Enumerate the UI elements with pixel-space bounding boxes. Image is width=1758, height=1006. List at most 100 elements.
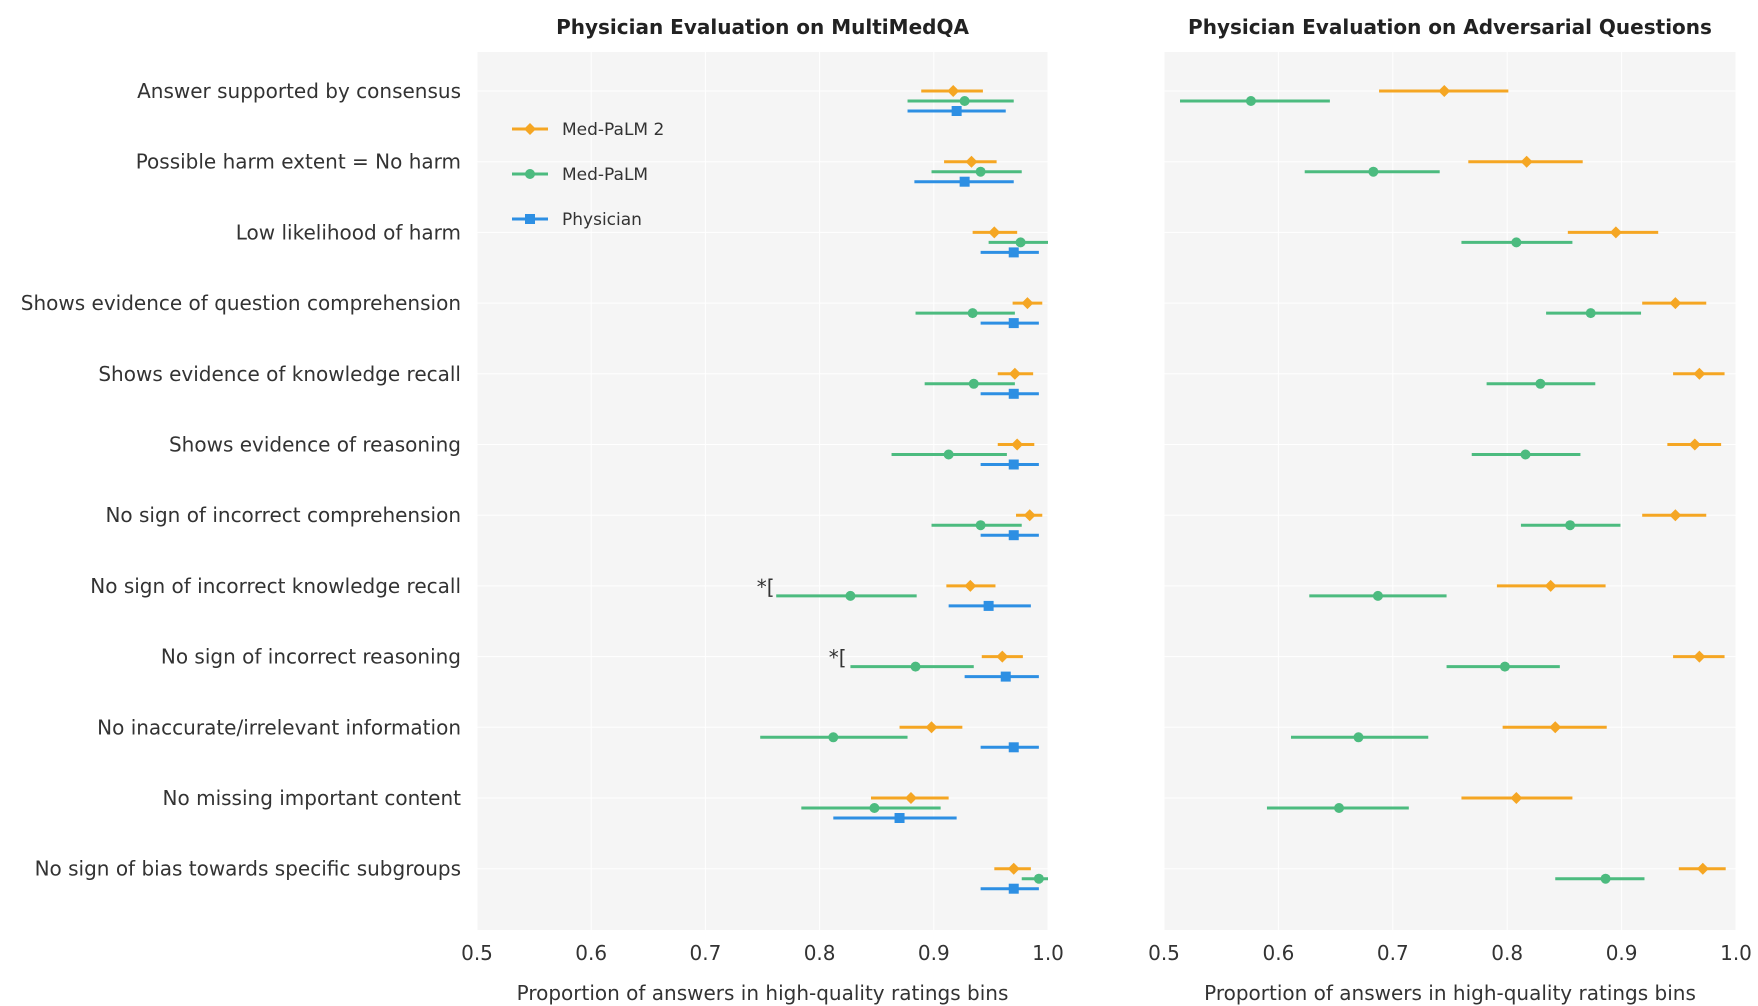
panels-layer: Physician Evaluation on MultiMedQA 0.5 0.6… [461, 15, 1752, 1005]
diamond-marker [996, 650, 1009, 663]
series-med-palm-2 [1379, 85, 1726, 875]
legend-circle-marker [525, 169, 535, 179]
category-label: Shows evidence of reasoning [169, 433, 461, 457]
diamond-marker [1510, 792, 1523, 804]
legend: Med-PaLM 2 Med-PaLM Physician [512, 120, 664, 230]
circle-marker [968, 378, 979, 389]
x-tick-label: 0.9 [918, 941, 950, 965]
diamond-marker [1544, 579, 1557, 592]
diamond-marker [1549, 721, 1562, 734]
category-label: Answer supported by consensus [137, 79, 461, 103]
square-marker [1000, 671, 1011, 682]
square-marker [951, 106, 962, 116]
circle-marker [828, 732, 839, 743]
x-tick-label: 0.8 [1491, 941, 1523, 965]
category-label: No sign of bias towards specific subgrou… [35, 857, 461, 881]
circle-marker [943, 449, 954, 460]
x-tick-label: 0.9 [1606, 941, 1638, 965]
circle-marker [1245, 96, 1256, 106]
category-label: Low likelihood of harm [236, 220, 461, 244]
x-tick-label: 0.8 [804, 941, 836, 965]
diamond-marker [988, 226, 1001, 239]
circle-marker [1368, 166, 1379, 177]
circle-marker [910, 661, 921, 672]
x-tick-label: 0.7 [1377, 941, 1409, 965]
legend-square-marker [525, 214, 535, 224]
diamond-marker [1609, 226, 1622, 239]
category-labels: Answer supported by consensus Possible ha… [21, 79, 461, 881]
square-marker [1008, 318, 1019, 329]
circle-marker [975, 166, 986, 177]
series-physician [833, 106, 1039, 894]
diamond-marker [1669, 509, 1682, 522]
diamond-marker [925, 721, 938, 734]
circle-marker [1535, 378, 1546, 389]
legend-label: Physician [562, 210, 642, 230]
series-med-palm [760, 96, 1048, 884]
legend-item: Physician [512, 210, 642, 230]
circle-marker [1334, 803, 1345, 813]
significance-marker: *[ [829, 646, 847, 670]
circle-marker [1033, 873, 1044, 884]
diamond-marker [1008, 367, 1021, 380]
square-marker [1008, 883, 1019, 894]
circle-marker [1585, 308, 1596, 319]
square-marker [959, 176, 970, 187]
x-tick-label: 0.5 [1148, 941, 1180, 965]
category-label: No sign of incorrect knowledge recall [90, 574, 461, 598]
diamond-marker [1693, 367, 1706, 380]
diamond-marker [965, 155, 978, 168]
diamond-marker [1688, 438, 1701, 451]
diamond-marker [1669, 297, 1682, 310]
circle-marker [1015, 237, 1026, 248]
circle-marker [1565, 520, 1576, 531]
circle-marker [869, 803, 880, 813]
category-label: No inaccurate/irrelevant information [97, 715, 461, 739]
panel-2: Physician Evaluation on Adversarial Ques… [1148, 15, 1752, 1005]
category-label: No sign of incorrect comprehension [105, 503, 461, 527]
square-marker [894, 813, 905, 823]
category-label: Shows evidence of question comprehension [21, 291, 461, 315]
circle-marker [1353, 732, 1364, 743]
x-tick-label: 0.6 [575, 941, 607, 965]
series-med-palm [1180, 96, 1645, 884]
x-tick-label: 0.6 [1262, 941, 1294, 965]
category-label: Shows evidence of knowledge recall [98, 362, 461, 386]
category-label: Possible harm extent = No harm [136, 150, 461, 174]
plot-background [1164, 52, 1736, 930]
diamond-marker [1011, 438, 1024, 451]
square-marker [1008, 530, 1019, 541]
circle-marker [1520, 449, 1531, 460]
diamond-marker [1007, 862, 1020, 875]
circle-marker [967, 308, 978, 319]
category-label: No sign of incorrect reasoning [161, 645, 461, 669]
x-tick-label: 0.5 [461, 941, 493, 965]
x-axis-label: Proportion of answers in high-quality ra… [517, 981, 1009, 1005]
square-marker [983, 600, 994, 611]
panel-1: Physician Evaluation on MultiMedQA 0.5 0.6… [461, 15, 1064, 1005]
circle-marker [1499, 661, 1510, 672]
diamond-marker [1520, 155, 1533, 168]
diamond-marker [1696, 862, 1709, 875]
circle-marker [1600, 873, 1611, 884]
diamond-marker [964, 579, 977, 592]
legend-label: Med-PaLM 2 [562, 120, 664, 140]
x-axis-label: Proportion of answers in high-quality ra… [1204, 981, 1696, 1005]
square-marker [1008, 459, 1019, 470]
diamond-marker [1693, 650, 1706, 663]
series-med-palm-2 [870, 85, 1043, 875]
square-marker [1008, 388, 1019, 399]
circle-marker [975, 520, 986, 531]
legend-item: Med-PaLM 2 [512, 120, 664, 140]
panel-title: Physician Evaluation on Adversarial Ques… [1188, 15, 1712, 39]
legend-label: Med-PaLM [562, 165, 648, 185]
circle-marker [1372, 590, 1383, 601]
significance-marker: *[ [757, 575, 775, 599]
diamond-marker [904, 792, 917, 804]
circle-marker [1511, 237, 1522, 248]
diamond-marker [1021, 297, 1034, 310]
diamond-marker [1023, 509, 1036, 522]
x-tick-label: 1.0 [1032, 941, 1064, 965]
panel-title: Physician Evaluation on MultiMedQA [556, 15, 969, 39]
